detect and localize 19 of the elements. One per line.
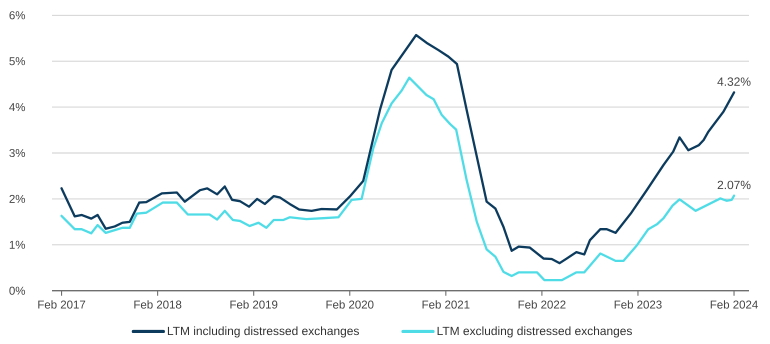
y-tick-label: 6%	[10, 11, 26, 20]
x-tick-label: Feb 2021	[422, 300, 470, 309]
annotation: 4.32%	[717, 77, 751, 86]
x-tick-label: Feb 2018	[134, 300, 182, 309]
y-tick-label: 4%	[9, 103, 26, 112]
legend-label: LTM including distressed exchanges	[168, 326, 359, 338]
legend-label: LTM excluding distressed exchanges	[438, 326, 632, 338]
x-tick-label: Feb 2017	[38, 300, 86, 309]
annotation: 2.07%	[718, 180, 751, 190]
x-tick-label: Feb 2022	[518, 300, 566, 309]
y-tick-label: 3%	[9, 148, 26, 158]
y-tick-label: 1%	[10, 240, 26, 249]
x-tick-label: Feb 2020	[326, 300, 374, 309]
y-tick-label: 0%	[9, 286, 26, 295]
x-tick-label: Feb 2023	[614, 300, 662, 309]
x-tick-label: Feb 2019	[230, 300, 278, 309]
x-tick-label: Feb 2024	[710, 300, 758, 309]
y-tick-label: 2%	[10, 194, 26, 203]
y-tick-label: 5%	[9, 57, 26, 66]
